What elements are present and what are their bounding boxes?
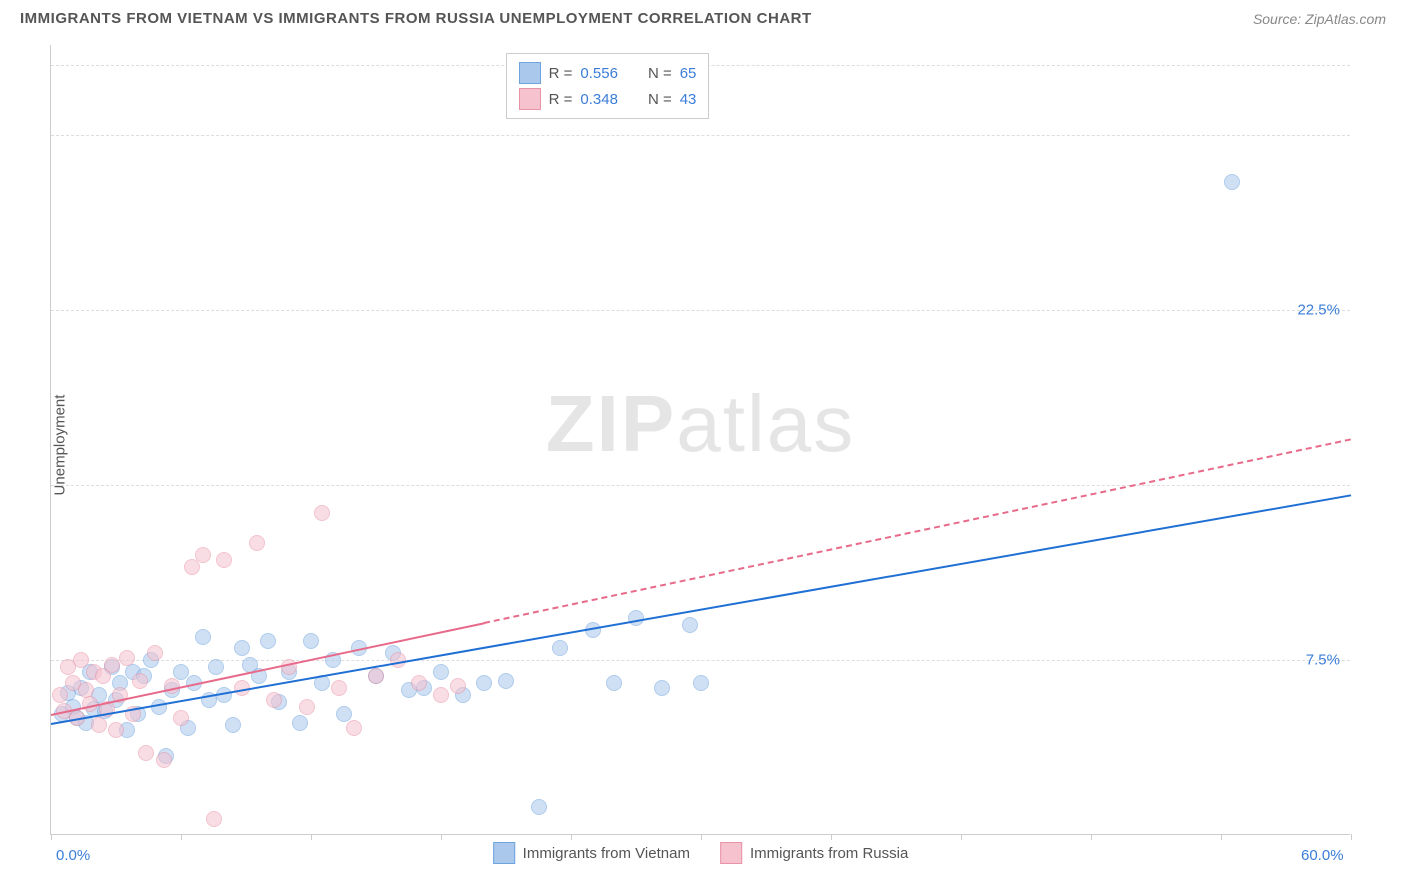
x-tick <box>961 834 962 840</box>
data-point <box>531 799 547 815</box>
data-point <box>104 657 120 673</box>
data-point <box>216 552 232 568</box>
data-point <box>206 811 222 827</box>
legend-swatch <box>720 842 742 864</box>
x-tick <box>1351 834 1352 840</box>
data-point <box>299 699 315 715</box>
data-point <box>606 675 622 691</box>
data-point <box>195 629 211 645</box>
x-tick <box>701 834 702 840</box>
x-tick <box>1221 834 1222 840</box>
trend-line <box>484 438 1351 624</box>
x-tick-label: 0.0% <box>56 847 90 864</box>
data-point <box>476 675 492 691</box>
watermark-light: atlas <box>676 379 855 468</box>
legend-r-label: R = <box>549 91 573 108</box>
chart-container: Unemployment ZIPatlas 7.5%22.5%0.0%60.0%… <box>50 45 1390 845</box>
data-point <box>225 717 241 733</box>
legend-row: R = 0.556 N = 65 <box>519 60 697 86</box>
data-point <box>411 675 427 691</box>
y-tick-label: 7.5% <box>1306 652 1340 669</box>
watermark-bold: ZIP <box>546 379 676 468</box>
data-point <box>260 633 276 649</box>
data-point <box>138 745 154 761</box>
data-point <box>195 547 211 563</box>
data-point <box>682 617 698 633</box>
legend-row: R = 0.348 N = 43 <box>519 86 697 112</box>
data-point <box>292 715 308 731</box>
chart-title: IMMIGRANTS FROM VIETNAM VS IMMIGRANTS FR… <box>20 10 812 27</box>
x-tick <box>441 834 442 840</box>
data-point <box>433 664 449 680</box>
data-point <box>52 687 68 703</box>
data-point <box>249 535 265 551</box>
data-point <box>303 633 319 649</box>
data-point <box>234 640 250 656</box>
watermark: ZIPatlas <box>546 378 855 470</box>
legend-r-value: 0.556 <box>580 65 618 82</box>
data-point <box>147 645 163 661</box>
legend-swatch <box>519 62 541 84</box>
legend-r-label: R = <box>549 65 573 82</box>
correlation-legend: R = 0.556 N = 65 R = 0.348 N = 43 <box>506 53 710 119</box>
data-point <box>73 652 89 668</box>
x-tick <box>831 834 832 840</box>
series-name: Immigrants from Vietnam <box>523 845 690 862</box>
grid-line <box>51 135 1350 136</box>
x-tick <box>51 834 52 840</box>
legend-n-value: 65 <box>680 65 697 82</box>
data-point <box>654 680 670 696</box>
data-point <box>368 668 384 684</box>
legend-swatch <box>519 88 541 110</box>
source-label: Source: ZipAtlas.com <box>1253 11 1386 27</box>
grid-line <box>51 485 1350 486</box>
data-point <box>119 650 135 666</box>
x-tick <box>571 834 572 840</box>
data-point <box>266 692 282 708</box>
data-point <box>173 664 189 680</box>
grid-line <box>51 310 1350 311</box>
data-point <box>156 752 172 768</box>
data-point <box>108 722 124 738</box>
data-point <box>314 505 330 521</box>
series-name: Immigrants from Russia <box>750 845 908 862</box>
legend-n-label: N = <box>648 65 672 82</box>
series-legend-item: Immigrants from Russia <box>720 842 908 864</box>
legend-n-value: 43 <box>680 91 697 108</box>
data-point <box>433 687 449 703</box>
series-legend-item: Immigrants from Vietnam <box>493 842 690 864</box>
x-tick-label: 60.0% <box>1301 847 1344 864</box>
data-point <box>346 720 362 736</box>
data-point <box>173 710 189 726</box>
data-point <box>552 640 568 656</box>
x-tick <box>181 834 182 840</box>
data-point <box>132 673 148 689</box>
data-point <box>331 680 347 696</box>
series-legend: Immigrants from Vietnam Immigrants from R… <box>493 842 909 864</box>
data-point <box>1224 174 1240 190</box>
data-point <box>693 675 709 691</box>
data-point <box>498 673 514 689</box>
data-point <box>91 717 107 733</box>
legend-n-label: N = <box>648 91 672 108</box>
plot-area: ZIPatlas 7.5%22.5%0.0%60.0%R = 0.556N = … <box>50 45 1350 835</box>
data-point <box>336 706 352 722</box>
legend-swatch <box>493 842 515 864</box>
data-point <box>208 659 224 675</box>
x-tick <box>1091 834 1092 840</box>
legend-r-value: 0.348 <box>580 91 618 108</box>
y-tick-label: 22.5% <box>1297 302 1340 319</box>
data-point <box>450 678 466 694</box>
x-tick <box>311 834 312 840</box>
